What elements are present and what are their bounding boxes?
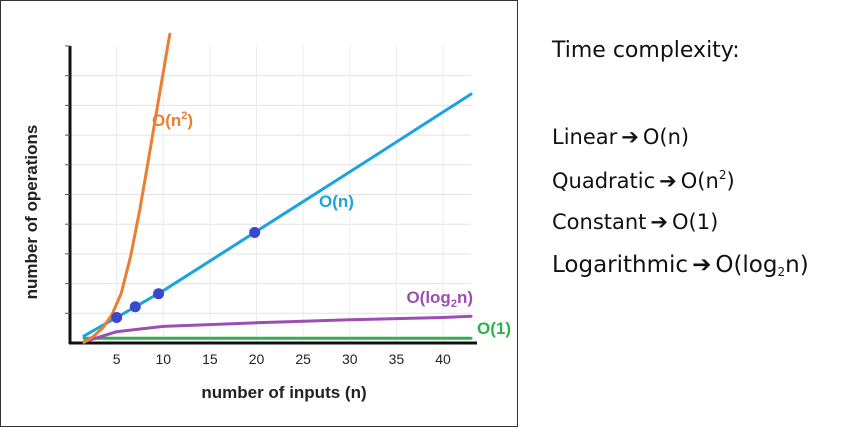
row-quadratic-label: Quadratic	[552, 169, 656, 193]
arrow-icon: ➔	[621, 125, 639, 149]
series-label-o-n: O(n)	[319, 192, 354, 211]
series-line-o-n	[82, 32, 172, 344]
x-tick-label: 40	[435, 351, 451, 367]
series-label-o-log-n: O(log2n)	[406, 288, 473, 310]
panel-heading: Time complexity:	[552, 38, 740, 63]
x-tick-labels: 5 10 15 20 25 30 35 40	[113, 351, 451, 367]
x-tick-label: 5	[113, 351, 121, 367]
row-logarithmic-subscript: 2	[777, 265, 786, 279]
x-axis-title: number of inputs (n)	[201, 383, 366, 402]
data-point	[153, 288, 165, 300]
row-constant-label: Constant	[552, 210, 647, 234]
x-tick-label: 15	[202, 351, 218, 367]
row-constant-notation: O(1)	[672, 210, 719, 234]
x-tick-label: 10	[155, 351, 171, 367]
x-tick-label: 35	[389, 351, 405, 367]
data-point	[111, 311, 123, 323]
data-point	[129, 301, 141, 313]
row-quadratic: Quadratic ➔ O(n2)	[552, 168, 735, 193]
series-line-o-log-n	[82, 314, 473, 344]
row-quadratic-notation-end: )	[726, 169, 735, 193]
chart-frame: 5 10 15 20 25 30 35 40 number of inputs (n) numbe…	[0, 0, 518, 427]
row-quadratic-superscript: 2	[718, 168, 727, 182]
row-logarithmic-label: Logarithmic	[552, 252, 689, 278]
data-point	[249, 227, 261, 239]
arrow-icon: ➔	[692, 252, 712, 278]
series-label-o-n: O(n2)	[152, 110, 193, 130]
row-constant: Constant ➔ O(1)	[552, 210, 718, 234]
row-quadratic-notation: O(n	[680, 169, 719, 193]
row-linear-label: Linear	[552, 125, 618, 149]
row-linear-notation: O(n)	[642, 125, 690, 149]
x-tick-label: 30	[342, 351, 358, 367]
row-logarithmic-notation-end: n)	[785, 252, 809, 278]
row-linear: Linear ➔ O(n)	[552, 125, 689, 149]
grid-lines	[70, 46, 471, 343]
row-logarithmic-notation: O(log	[715, 252, 778, 278]
y-axis-title: number of operations	[22, 125, 41, 300]
series-label-o-1: O(1)	[477, 319, 511, 338]
x-tick-label: 20	[249, 351, 265, 367]
arrow-icon: ➔	[650, 210, 669, 234]
x-tick-label: 25	[295, 351, 311, 367]
arrow-icon: ➔	[659, 169, 677, 193]
row-logarithmic: Logarithmic ➔ O(log2n)	[552, 252, 809, 279]
complexity-legend-panel: Time complexity: Linear ➔ O(n) Quadratic ➔ O…	[552, 0, 864, 428]
complexity-chart: 5 10 15 20 25 30 35 40 number of inputs (n) numbe…	[22, 32, 511, 402]
